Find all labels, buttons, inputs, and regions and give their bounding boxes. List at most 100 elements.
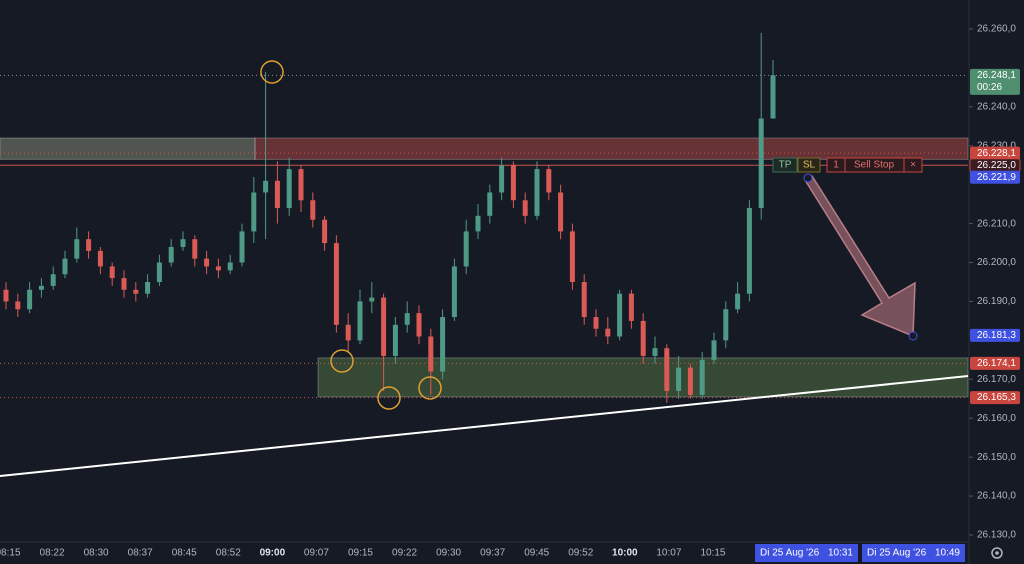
candle-body [581,282,587,318]
x-tick-label: 09:30 [436,548,461,559]
candle-body [15,301,21,310]
candle-body [3,289,9,302]
candle-body [50,274,56,286]
candle-body [522,200,528,216]
tp-label[interactable]: TP [779,160,792,171]
candle-body [487,192,493,216]
countdown: 00:26 [977,82,1002,93]
marker-circle[interactable] [260,60,284,84]
candle-body [121,278,127,290]
x-tick-label: 08:15 [0,548,21,559]
candle-body [664,348,670,391]
date-badge-time: 10:49 [935,548,960,559]
price-badge-label: 26.181,3 [977,330,1016,341]
candle-body [617,293,623,337]
marker-circle[interactable] [330,349,354,373]
candle-body [204,258,210,267]
candle-body [227,262,233,271]
order-close[interactable]: × [910,160,916,171]
candle-body [404,313,410,325]
candle-body [676,367,682,391]
candle-body [145,282,151,294]
candle-body [86,239,92,251]
candle-body [239,231,245,263]
sl-label[interactable]: SL [803,160,816,171]
candle-body [74,239,80,259]
candle-body [735,293,741,310]
candle-body [274,180,280,209]
zone [0,137,256,160]
price-badge [970,68,1020,95]
marker-circle[interactable] [377,386,401,410]
date-badge [862,544,965,562]
price-badge-label: 26.221,9 [977,172,1016,183]
trend-line[interactable] [0,375,969,477]
candle-body [392,324,398,356]
price-badge [970,356,1020,370]
candle-body [357,301,363,341]
y-tick-label: 26.170,0 [977,374,1016,385]
candle-body [451,266,457,318]
order-qty: 1 [833,160,839,171]
price-badge-label: 26.228,1 [977,148,1016,159]
candle-body [463,231,469,267]
candle-body [133,289,139,294]
arrow-handle[interactable] [803,173,813,183]
candle-body [546,169,552,193]
candle-body [416,313,422,337]
candle-body [263,180,269,193]
candle-body [345,324,351,341]
candle-body [440,317,446,372]
marker-circle[interactable] [418,376,442,400]
candle-body [711,340,717,360]
y-tick-label: 26.160,0 [977,413,1016,424]
settings-icon-dot [995,551,999,555]
order-type[interactable]: Sell Stop [854,160,894,171]
candle-body [652,348,658,356]
y-tick-label: 26.190,0 [977,296,1016,307]
x-tick-label: 09:45 [524,548,549,559]
y-tick-label: 26.130,0 [977,530,1016,541]
order-box[interactable] [826,157,923,173]
tp-button[interactable] [772,157,798,173]
candle-body [593,317,599,329]
price-badge-label: 26.248,1 [977,70,1016,81]
price-badge [970,146,1020,160]
candle-body [286,169,292,209]
order-panel[interactable]: TP SL 1 Sell Stop × [772,157,923,173]
date-badge-time: 10:31 [828,548,853,559]
date-badge [755,544,858,562]
candle-body [770,75,776,119]
price-badge-label: 26.225,0 [977,160,1016,171]
candle-body [534,169,540,216]
candle-body [758,118,764,209]
x-tick-label: 09:22 [392,548,417,559]
candle-body [746,208,752,294]
y-tick-label: 26.210,0 [977,218,1016,229]
x-tick-label: 08:30 [84,548,109,559]
candle-body [27,289,33,310]
candle-body [640,320,646,356]
candle-body [381,297,387,356]
x-tick-label: 10:00 [612,548,638,559]
price-badge [970,328,1020,342]
candle-body [687,367,693,395]
candle-body [298,169,304,201]
candle-body [215,266,221,271]
x-tick-label: 10:07 [656,548,681,559]
arrow-handle[interactable] [908,331,918,341]
candle-body [569,231,575,282]
candle-body [428,336,434,372]
zone [254,137,969,160]
candle-body [723,309,729,341]
settings-icon[interactable] [991,547,1003,559]
candle-body [322,219,328,244]
x-tick-label: 09:00 [260,548,286,559]
arrow[interactable] [803,174,916,338]
y-tick-label: 26.140,0 [977,491,1016,502]
candle-body [369,297,375,302]
x-tick-label: 08:37 [128,548,153,559]
sl-button[interactable] [797,157,821,173]
